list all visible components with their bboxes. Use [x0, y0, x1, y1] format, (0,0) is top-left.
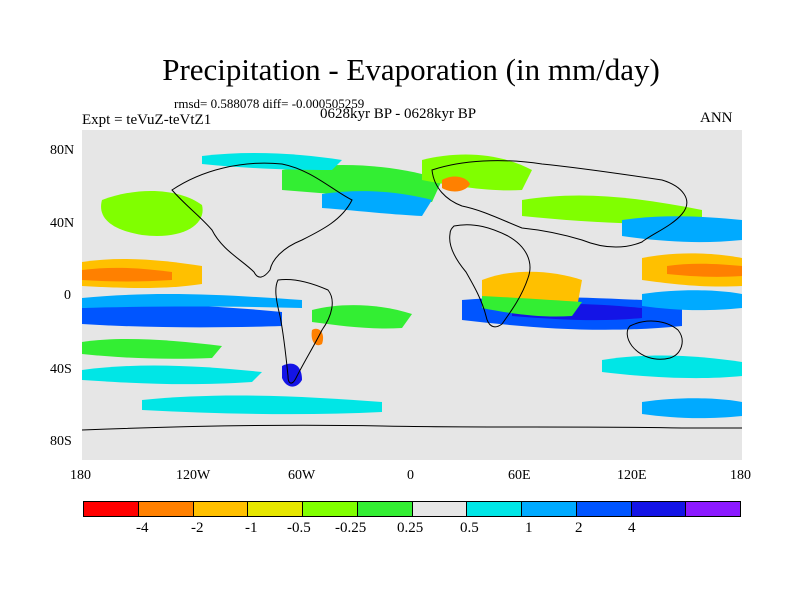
- colorbar-swatch: [467, 502, 522, 516]
- colorbar-swatch: [631, 502, 687, 516]
- lon-label-120e: 120E: [617, 468, 647, 483]
- colorbar-label: 2: [575, 520, 583, 536]
- period-label: 0628kyr BP - 0628kyr BP: [320, 106, 477, 122]
- colorbar: [83, 501, 741, 517]
- lon-label-120w: 120W: [176, 468, 211, 483]
- lat-label-80s: 80S: [50, 434, 72, 449]
- colorbar-swatch: [303, 502, 358, 516]
- colorbar-swatch: [138, 502, 194, 516]
- colorbar-swatch: [576, 502, 632, 516]
- colorbar-label: -0.25: [335, 520, 367, 536]
- colorbar-swatch: [686, 502, 740, 516]
- experiment-label: Expt = teVuZ-teVtZ1: [82, 112, 212, 128]
- colorbar-swatch: [84, 502, 139, 516]
- colorbar-label: -4: [136, 520, 149, 536]
- lat-label-80n: 80N: [50, 143, 75, 158]
- lat-label-0: 0: [64, 288, 71, 303]
- lat-label-40n: 40N: [50, 216, 75, 231]
- lon-label-180w: 180: [70, 468, 91, 483]
- lon-label-60w: 60W: [288, 468, 316, 483]
- colorbar-label: -2: [191, 520, 204, 536]
- colorbar-swatch: [412, 502, 468, 516]
- lon-label-180e: 180: [730, 468, 751, 483]
- colorbar-label: 1: [525, 520, 533, 536]
- colorbar-label: -0.5: [287, 520, 311, 536]
- colorbar-swatch: [357, 502, 413, 516]
- plot-title: Precipitation - Evaporation (in mm/day): [162, 52, 660, 87]
- stats-text: rmsd= 0.588078 diff= -0.000505259: [174, 96, 365, 111]
- season-label: ANN: [700, 110, 733, 126]
- colorbar-label: 0.5: [460, 520, 479, 536]
- colorbar-label: 4: [628, 520, 636, 536]
- colorbar-label: -1: [245, 520, 258, 536]
- lon-label-0: 0: [407, 468, 414, 483]
- colorbar-swatch: [522, 502, 577, 516]
- colorbar-swatch: [193, 502, 249, 516]
- precip-evap-map: [82, 130, 742, 460]
- colorbar-swatch: [248, 502, 303, 516]
- field-patches: [82, 153, 742, 419]
- lon-label-60e: 60E: [508, 468, 531, 483]
- lat-label-40s: 40S: [50, 362, 72, 377]
- coastlines: [82, 160, 742, 431]
- colorbar-label: 0.25: [397, 520, 424, 536]
